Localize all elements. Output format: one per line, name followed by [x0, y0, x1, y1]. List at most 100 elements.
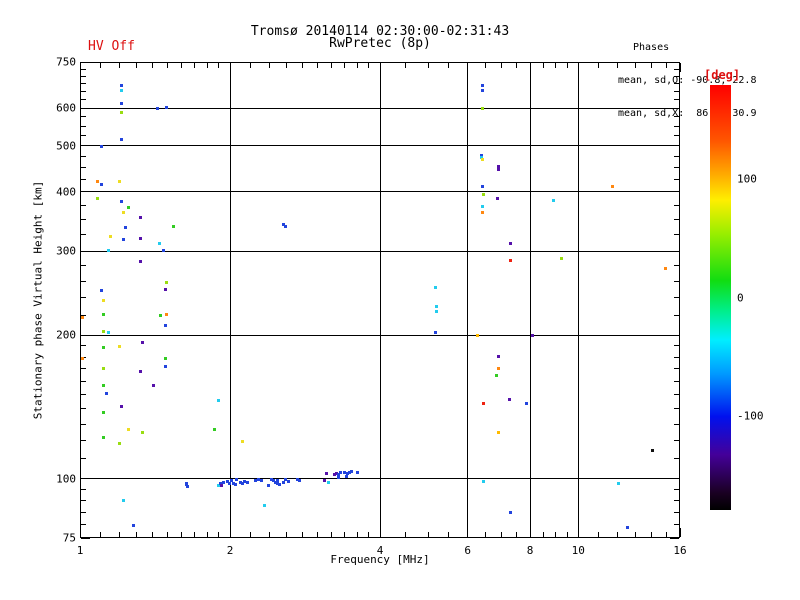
- y-axis-title: Stationary phase Virtual Height [km]: [31, 180, 45, 420]
- x-axis-tick: [566, 532, 568, 537]
- x-axis-tick: [379, 528, 381, 537]
- x-axis-tick: [650, 532, 652, 537]
- x-axis-tick: [529, 528, 531, 537]
- x-axis-tick-top: [404, 63, 406, 68]
- y-axis-tick: [81, 280, 86, 282]
- y-axis-tick-right: [674, 524, 679, 526]
- data-point: [242, 479, 246, 483]
- y-axis-tick-right: [674, 167, 679, 169]
- x-grid-line: [577, 62, 579, 538]
- y-axis-tick: [81, 155, 86, 157]
- data-point: [101, 345, 105, 349]
- data-point: [132, 523, 136, 527]
- y-axis-tick: [81, 75, 86, 77]
- y-axis-tick-right: [674, 135, 679, 137]
- data-point: [101, 410, 105, 414]
- data-point: [95, 196, 99, 200]
- data-point: [276, 481, 280, 485]
- data-point: [101, 330, 105, 334]
- y-tick-label: 75: [62, 531, 76, 545]
- x-axis-tick-top: [181, 63, 183, 68]
- y-axis-tick-right: [674, 99, 679, 101]
- x-axis-tick: [152, 532, 154, 537]
- x-axis-tick: [250, 532, 252, 537]
- y-axis-tick-right: [674, 178, 679, 180]
- y-axis-tick-right: [670, 61, 679, 63]
- y-axis-tick: [81, 61, 90, 63]
- data-point: [339, 471, 343, 475]
- data-point: [213, 428, 217, 432]
- y-tick-label: 400: [56, 185, 76, 199]
- data-point: [99, 288, 103, 292]
- y-axis-tick-right: [674, 499, 679, 501]
- y-axis-tick: [81, 380, 86, 382]
- y-axis-tick-right: [670, 250, 679, 252]
- data-point: [140, 340, 144, 344]
- data-point: [120, 84, 124, 87]
- data-point: [323, 478, 327, 482]
- data-point: [260, 478, 264, 482]
- data-point: [156, 106, 160, 110]
- data-point: [159, 313, 163, 317]
- x-axis-tick-top: [218, 63, 220, 68]
- x-grid-line: [379, 62, 381, 538]
- data-point: [120, 199, 124, 203]
- data-point: [530, 334, 534, 338]
- y-axis-tick-right: [674, 265, 679, 267]
- data-point: [235, 477, 239, 481]
- data-point: [99, 144, 103, 148]
- x-tick-label: 6: [464, 544, 472, 557]
- data-point: [496, 354, 500, 358]
- y-axis-tick-right: [670, 107, 679, 109]
- x-axis-tick-top: [302, 63, 304, 68]
- y-grid-line: [80, 250, 680, 252]
- data-point: [216, 483, 220, 487]
- x-axis-tick: [194, 532, 196, 537]
- y-axis-tick-right: [674, 297, 679, 299]
- x-axis-tick: [679, 528, 681, 537]
- x-grid-line: [467, 62, 469, 538]
- x-axis-tick-top: [542, 63, 544, 68]
- x-axis-tick: [368, 532, 370, 537]
- x-axis-tick: [218, 532, 220, 537]
- x-axis-tick: [317, 532, 319, 537]
- data-point: [172, 224, 176, 228]
- y-tick-label: 500: [56, 139, 76, 153]
- y-axis-tick-right: [674, 234, 679, 236]
- data-point: [101, 384, 105, 388]
- x-axis-tick-top: [650, 63, 652, 68]
- x-axis-tick: [136, 532, 138, 537]
- x-axis-tick-top: [331, 63, 333, 68]
- x-axis-tick-top: [448, 63, 450, 68]
- data-point: [101, 436, 105, 440]
- y-axis-tick: [81, 537, 90, 539]
- y-tick-label: 600: [56, 101, 76, 115]
- colorbar-tick-label: 0: [737, 291, 744, 304]
- y-axis-tick: [81, 191, 90, 193]
- data-point: [482, 479, 486, 483]
- x-axis-tick: [500, 532, 502, 537]
- data-point: [434, 309, 438, 313]
- data-point: [262, 503, 266, 507]
- data-point: [433, 286, 437, 290]
- data-point: [346, 472, 350, 476]
- x-axis-tick-top: [268, 63, 270, 68]
- data-point: [139, 237, 143, 241]
- x-tick-label: 1: [76, 544, 84, 557]
- y-axis-tick: [81, 423, 86, 425]
- data-point: [120, 88, 124, 92]
- y-axis-tick-right: [674, 75, 679, 77]
- y-axis-tick-right: [674, 68, 679, 70]
- data-point: [325, 472, 329, 476]
- x-axis-tick: [598, 532, 600, 537]
- x-axis-tick: [467, 528, 469, 537]
- data-point: [272, 478, 276, 482]
- data-point: [481, 204, 485, 208]
- data-point: [240, 439, 244, 443]
- x-axis-tick-top: [467, 63, 469, 72]
- x-axis-tick-top: [229, 63, 231, 72]
- x-axis-tick-top: [500, 63, 502, 68]
- x-axis-tick-top: [152, 63, 154, 68]
- x-axis-tick: [554, 532, 556, 537]
